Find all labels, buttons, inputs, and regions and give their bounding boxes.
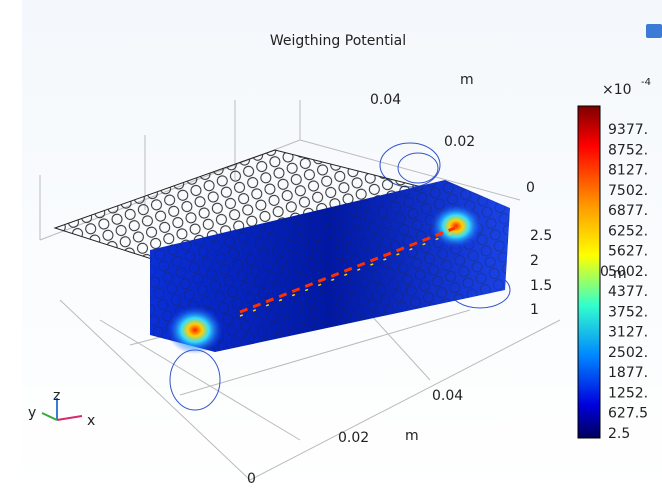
colorbar-label: 7502. bbox=[608, 183, 648, 199]
z-tick-label: 1.5 bbox=[530, 278, 552, 294]
triad-label: x bbox=[87, 413, 95, 429]
colorbar-label: 2502. bbox=[608, 345, 648, 361]
z-tick-label: 1 bbox=[530, 302, 539, 318]
colorbar-exponent: -4 bbox=[641, 77, 651, 88]
slab-mesh bbox=[150, 180, 510, 352]
colorbar-label: 6877. bbox=[608, 203, 648, 219]
strip-line bbox=[239, 226, 456, 314]
colorbar-label: 1877. bbox=[608, 365, 648, 381]
colorbar-label: 2.5 bbox=[608, 426, 630, 442]
axis-unit: m bbox=[460, 72, 474, 88]
colorbar-label: 4377. bbox=[608, 284, 648, 300]
hot-spot bbox=[167, 306, 223, 354]
colorbar-label: 1252. bbox=[608, 385, 648, 401]
triad-label: y bbox=[28, 405, 36, 421]
triad-label: z bbox=[53, 388, 60, 404]
colorbar-label: 3752. bbox=[608, 304, 648, 320]
left-margin bbox=[0, 0, 22, 493]
top-tick-label: 0.02 bbox=[444, 134, 475, 150]
colorbar-label: 627.5 bbox=[608, 406, 648, 422]
colorbar bbox=[577, 105, 601, 439]
axis-unit: m bbox=[613, 266, 627, 282]
z-tick-label: 2 bbox=[530, 253, 539, 269]
bottom-tick-label: 0 bbox=[247, 471, 256, 487]
top-tick-label: 0 bbox=[526, 180, 535, 196]
z-tick-label: 0 bbox=[600, 264, 609, 280]
toolbar-icon[interactable] bbox=[646, 24, 662, 38]
hot-spot bbox=[430, 204, 482, 248]
z-tick-label: 2.5 bbox=[530, 228, 552, 244]
axis-unit: m bbox=[405, 428, 419, 444]
top-tick-label: 0.04 bbox=[370, 92, 401, 108]
bottom-tick-label: 0.02 bbox=[338, 430, 369, 446]
colorbar-label: 8752. bbox=[608, 142, 648, 158]
plot-title: Weigthing Potential bbox=[270, 33, 406, 49]
colorbar-exponent-base: ×10 bbox=[602, 82, 632, 98]
colorbar-label: 8127. bbox=[608, 163, 648, 179]
colorbar-label: 9377. bbox=[608, 122, 648, 138]
colorbar-label: 3127. bbox=[608, 325, 648, 341]
colorbar-label: 5002. bbox=[608, 264, 648, 280]
colorbar-label: 5627. bbox=[608, 244, 648, 260]
colorbar-label: 6252. bbox=[608, 223, 648, 239]
bottom-tick-label: 0.04 bbox=[432, 388, 463, 404]
axis-triad: z x y bbox=[28, 388, 95, 429]
